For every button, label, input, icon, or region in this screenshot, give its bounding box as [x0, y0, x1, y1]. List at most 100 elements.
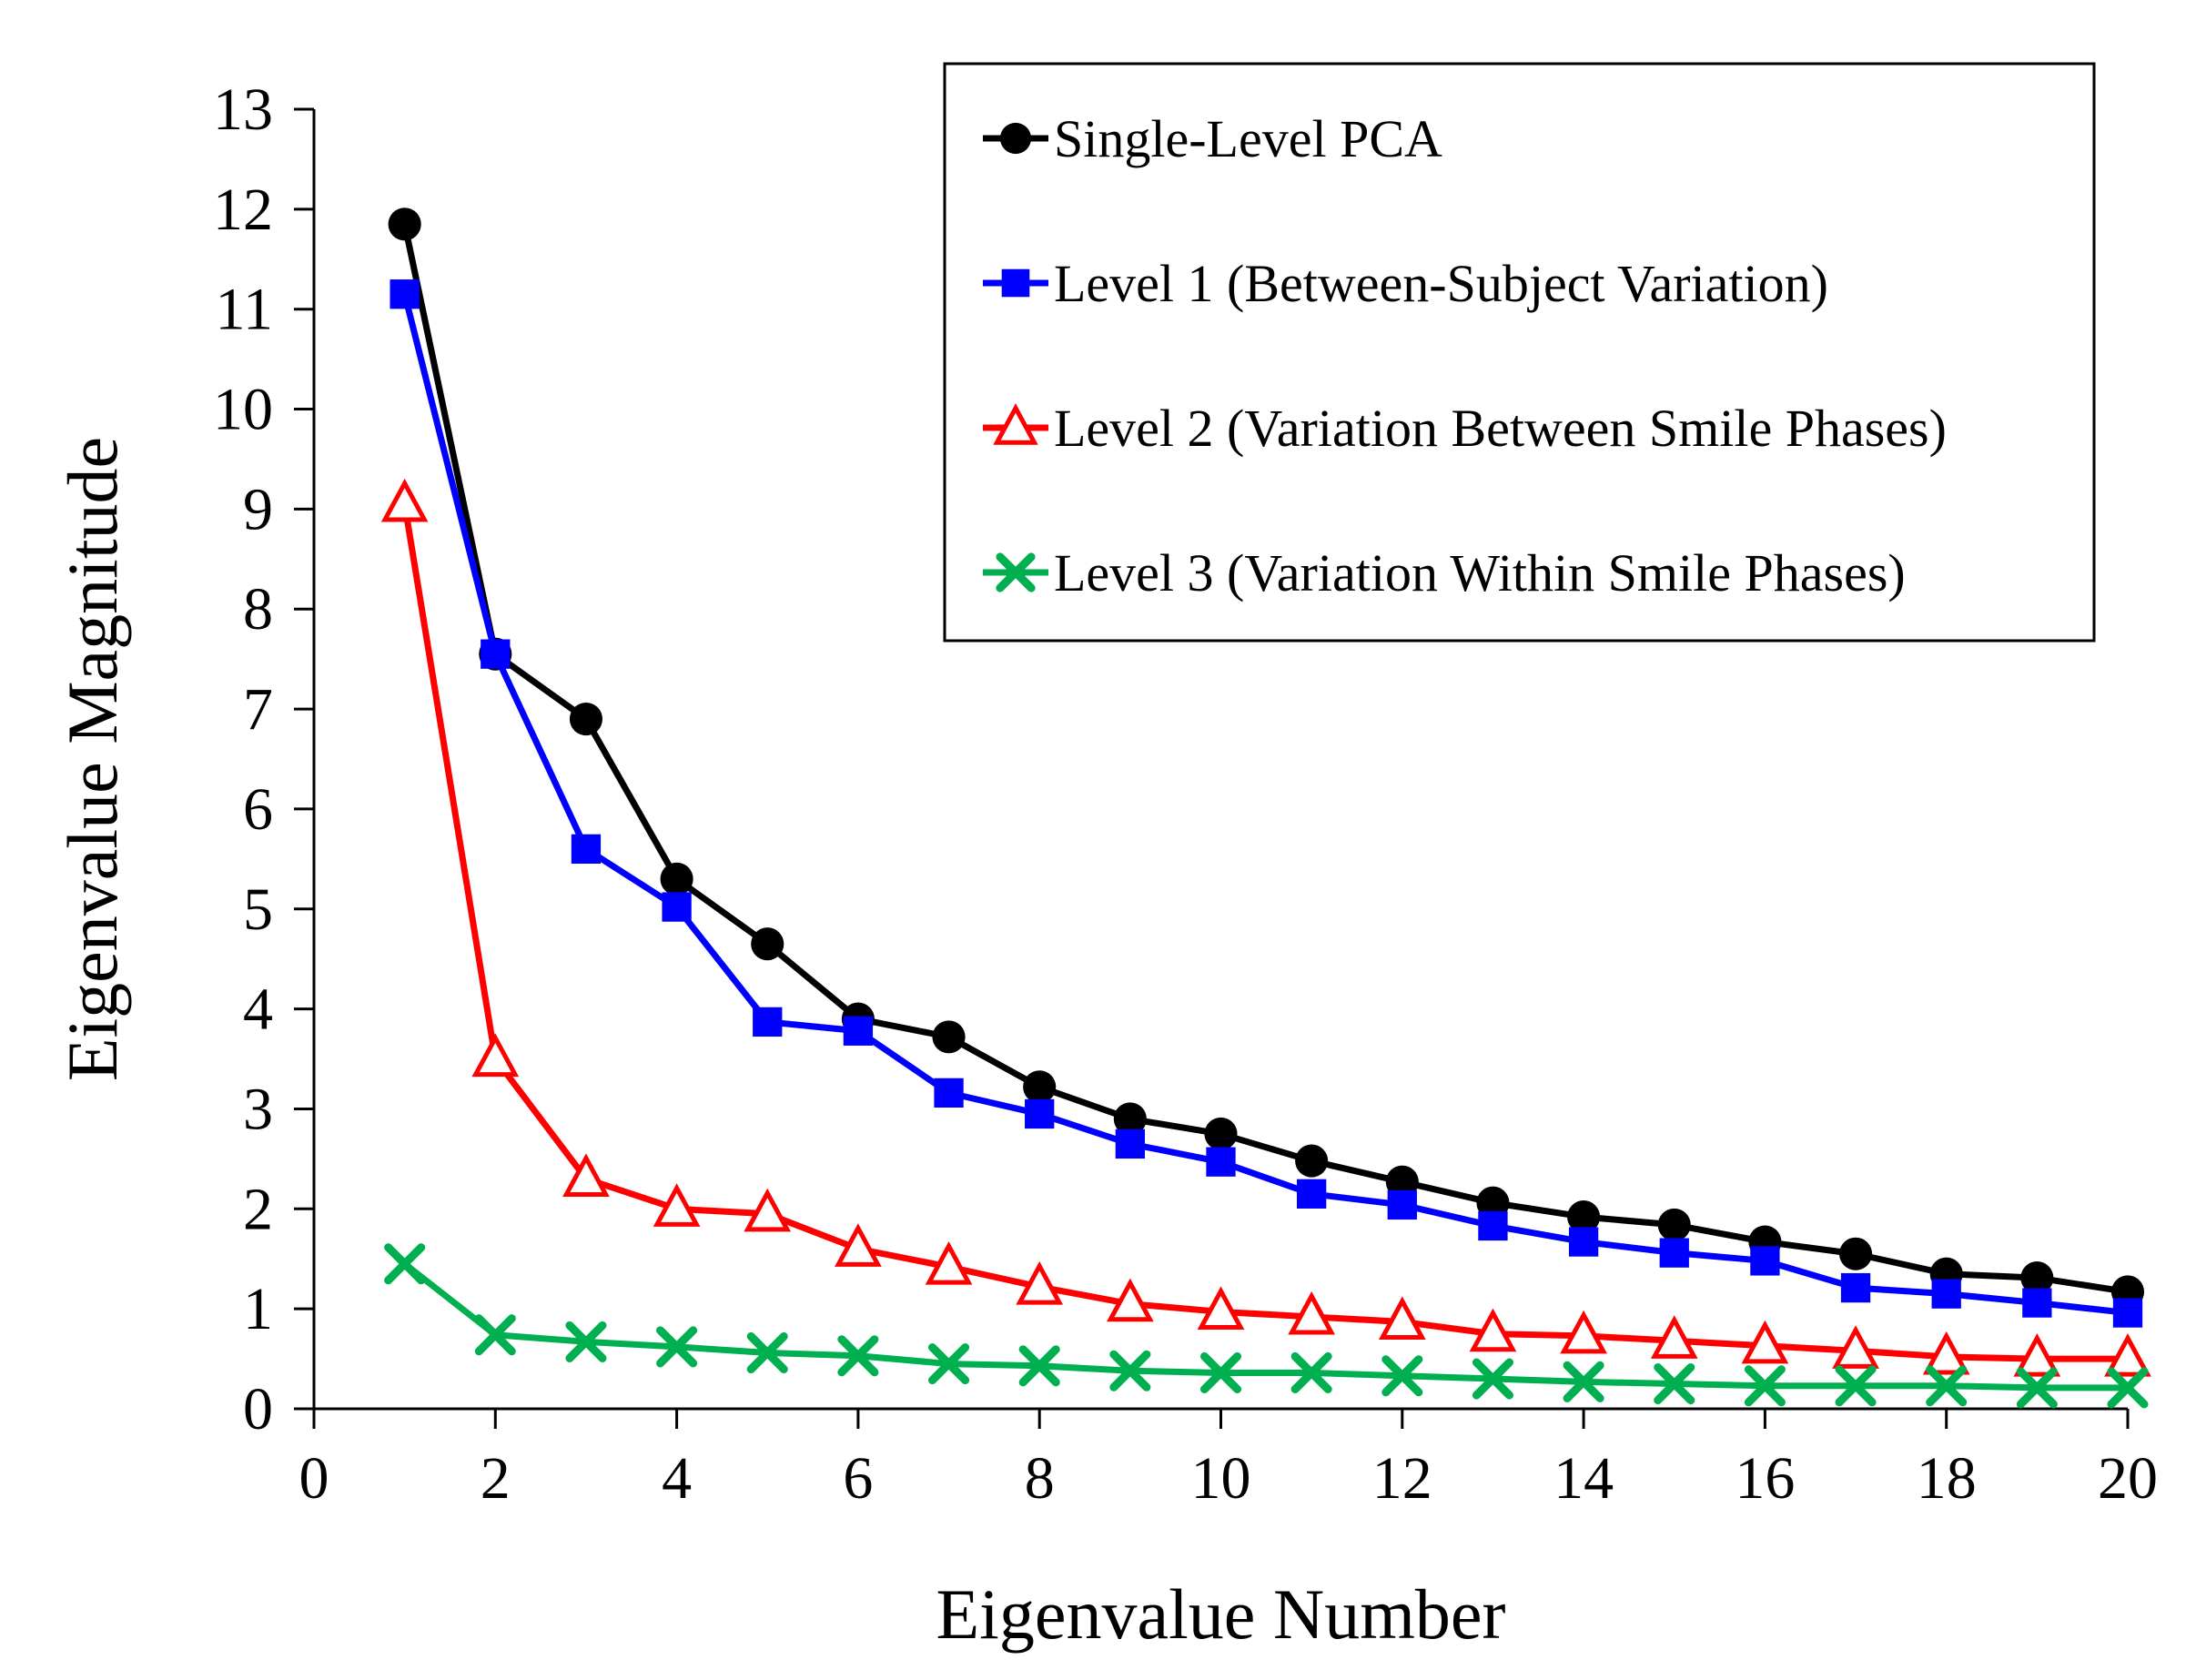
data-point [1476, 1186, 1510, 1220]
data-point [1206, 1147, 1236, 1177]
data-point [1741, 1320, 1789, 1364]
y-tick-label: 9 [243, 476, 273, 542]
series-layer [380, 207, 2151, 1409]
data-point [571, 834, 602, 865]
legend-entry: Level 1 (Between-Subject Variation) [983, 254, 1828, 313]
data-point [1381, 1355, 1423, 1397]
legend-label: Single-Level PCA [1054, 109, 1442, 168]
data-point [1288, 1290, 1336, 1335]
data-point [1744, 1365, 1786, 1407]
y-tick-label: 1 [243, 1276, 273, 1342]
data-point [380, 478, 429, 522]
data-point [562, 1153, 610, 1197]
data-point [928, 1343, 970, 1385]
legend-label: Level 1 (Between-Subject Variation) [1054, 254, 1828, 313]
legend-entry: Level 3 (Variation Within Smile Phases) [983, 543, 1906, 602]
legend-entry: Level 2 (Variation Between Smile Phases) [983, 399, 1947, 458]
data-point [565, 1321, 607, 1362]
data-point [2022, 1288, 2052, 1318]
data-point [1113, 1102, 1147, 1136]
y-tick-label: 8 [243, 576, 273, 643]
x-tick-label: 12 [1372, 1445, 1432, 1512]
y-tick-label: 10 [213, 377, 273, 443]
data-point [1016, 1260, 1064, 1305]
data-point [2112, 1298, 2143, 1328]
y-tick-label: 11 [215, 277, 273, 343]
y-tick-label: 13 [213, 76, 273, 143]
x-tick-label: 0 [299, 1445, 329, 1512]
data-point [660, 862, 693, 896]
data-point [1922, 1331, 1970, 1375]
y-tick-label: 12 [213, 177, 273, 243]
x-tick-label: 4 [662, 1445, 692, 1512]
data-point [1568, 1227, 1599, 1257]
data-point [471, 1033, 520, 1078]
y-tick-label: 2 [243, 1176, 273, 1242]
x-tick-label: 16 [1735, 1445, 1795, 1512]
data-point [1478, 1210, 1508, 1241]
data-point [932, 1020, 966, 1054]
data-point [1385, 1165, 1419, 1199]
data-point [843, 1016, 874, 1046]
data-point [474, 1314, 516, 1356]
data-point [744, 1188, 792, 1232]
data-point [1654, 1362, 1695, 1405]
y-tick-label: 0 [243, 1376, 273, 1442]
legend-label: Level 2 (Variation Between Smile Phases) [1054, 399, 1947, 458]
data-point [2016, 1367, 2058, 1409]
y-axis-title: Eigenvalue Magnitude [53, 437, 132, 1081]
data-point [1297, 1179, 1327, 1209]
legend-entry: Single-Level PCA [983, 109, 1442, 168]
data-point [1659, 1238, 1689, 1268]
x-tick-label: 8 [1025, 1445, 1055, 1512]
data-point [1023, 1070, 1057, 1104]
data-point [1926, 1365, 1968, 1407]
data-point [751, 927, 784, 961]
data-point [1563, 1361, 1604, 1402]
data-point [837, 1335, 879, 1377]
data-point [1750, 1246, 1780, 1276]
data-point [2013, 1333, 2061, 1377]
data-point [1290, 1351, 1332, 1394]
data-point [1115, 1128, 1145, 1159]
y-tick-label: 5 [243, 876, 273, 943]
data-point [1295, 1144, 1329, 1178]
data-point [569, 703, 602, 736]
x-tick-label: 10 [1191, 1445, 1251, 1512]
data-point [1560, 1310, 1607, 1354]
series-line [401, 503, 2128, 1362]
data-point [934, 1078, 964, 1108]
data-point [656, 1326, 698, 1368]
legend-swatch-marker [996, 552, 1036, 592]
data-point [925, 1240, 973, 1285]
data-point [1657, 1208, 1691, 1241]
legend-label: Level 3 (Variation Within Smile Phases) [1054, 543, 1906, 602]
data-point [1378, 1296, 1426, 1341]
legend: Single-Level PCA Level 1 (Between-Subject… [943, 62, 2096, 643]
data-point [2107, 1367, 2149, 1409]
series-3 [380, 478, 2151, 1377]
data-point [1106, 1278, 1154, 1322]
data-point [753, 1007, 783, 1037]
data-point [835, 1223, 882, 1267]
x-tick-label: 18 [1917, 1445, 1977, 1512]
data-point [746, 1331, 788, 1374]
data-point [2104, 1333, 2151, 1377]
data-point [1650, 1315, 1698, 1359]
data-point [662, 892, 692, 922]
data-point [1931, 1279, 1961, 1309]
data-point [1199, 1351, 1242, 1394]
data-point [1472, 1358, 1513, 1400]
data-point [1840, 1272, 1871, 1303]
data-point [1197, 1286, 1245, 1331]
legend-box [943, 62, 2096, 643]
data-point [1387, 1189, 1417, 1220]
legend-swatch-marker [993, 403, 1038, 445]
y-tick-label: 7 [243, 676, 273, 743]
x-axis-title: Eigenvalue Number [936, 1574, 1506, 1654]
data-point [1109, 1350, 1151, 1392]
data-point [653, 1183, 701, 1227]
y-tick-label: 6 [243, 776, 273, 843]
